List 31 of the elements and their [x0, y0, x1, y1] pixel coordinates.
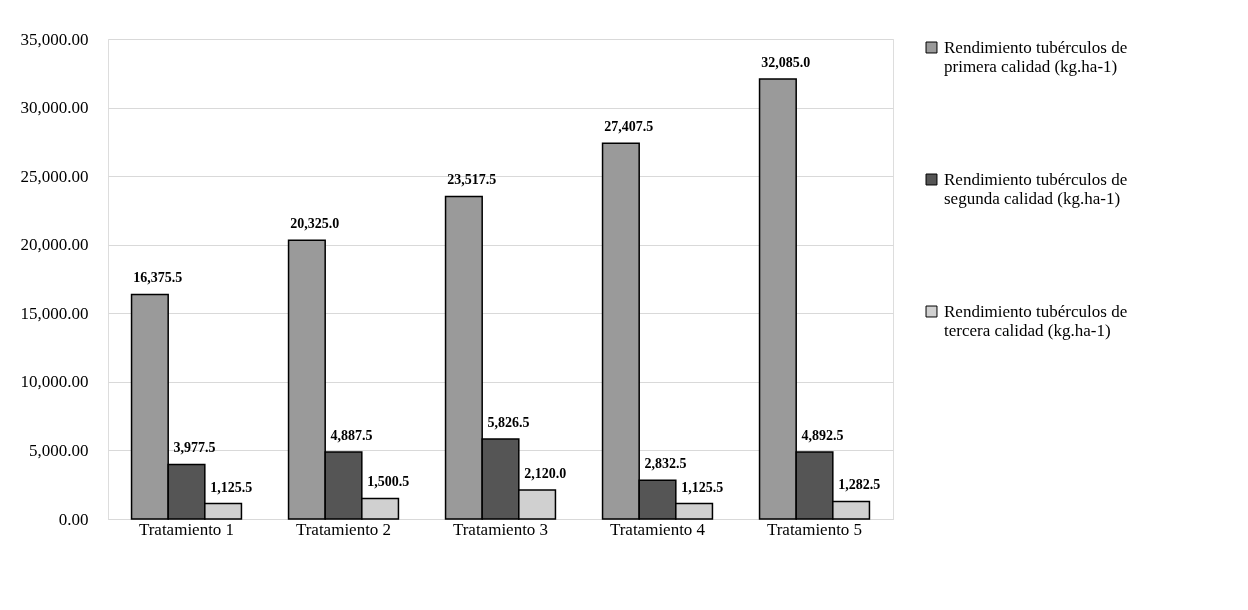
data-label: 20,325.0 [290, 216, 340, 232]
y-tick-label: 30,000.00 [20, 98, 89, 118]
y-tick-label: 35,000.00 [20, 29, 89, 49]
legend-label: Rendimiento tubérculos de tercera calidad (kg.ha-1) [944, 301, 1128, 340]
x-tick-label: Tratamiento 2 [295, 519, 392, 539]
y-tick-label: 5,000.00 [29, 440, 89, 460]
data-label: 1,125.5 [210, 479, 253, 495]
data-label: 1,125.5 [681, 479, 724, 495]
x-tick-label: Tratamiento 4 [609, 519, 706, 539]
x-tick-label: Tratamiento 3 [452, 519, 549, 539]
legend-label: Rendimiento tubérculos de primera calidad (kg.ha-1) [944, 37, 1128, 76]
data-label: 2,120.0 [524, 465, 567, 481]
y-tick-label: 0.00 [58, 509, 89, 529]
y-tick-label: 15,000.00 [20, 303, 89, 323]
data-label: 4,892.5 [801, 427, 844, 443]
x-tick-label: Tratamiento 5 [766, 519, 863, 539]
data-label: 32,085.0 [761, 54, 811, 70]
data-label: 4,887.5 [330, 427, 373, 443]
data-label: 1,500.5 [367, 474, 410, 490]
data-label: 23,517.5 [447, 172, 497, 188]
y-tick-label: 25,000.00 [20, 166, 89, 186]
data-label: 2,832.5 [644, 456, 687, 472]
y-tick-label: 10,000.00 [20, 372, 89, 392]
data-label: 1,282.5 [838, 477, 881, 493]
data-label: 16,375.5 [133, 270, 183, 286]
y-tick-label: 20,000.00 [20, 235, 89, 255]
data-label: 3,977.5 [173, 440, 216, 456]
x-tick-label: Tratamiento 1 [138, 519, 235, 539]
data-label: 27,407.5 [604, 119, 654, 135]
legend-label: Rendimiento tubérculos de segunda calidad (kg.ha-1) [944, 169, 1128, 208]
data-label: 5,826.5 [487, 415, 530, 431]
